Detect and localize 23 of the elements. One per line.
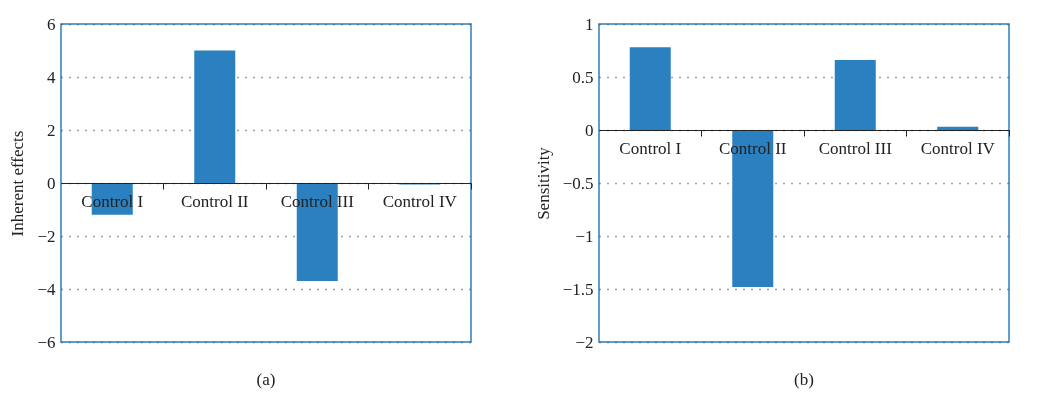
y-tick-label: 4 — [47, 67, 56, 87]
text: (b) — [794, 370, 814, 389]
y-tick-label: 0 — [47, 173, 56, 193]
y-tick-label: −1.5 — [562, 279, 594, 299]
y-tick-label: −6 — [37, 332, 56, 352]
y-axis-title: Sensitivity — [533, 146, 553, 220]
y-tick-label: 2 — [47, 120, 56, 140]
y-tick-label: 6 — [47, 14, 56, 34]
x-tick-label: Control I — [619, 138, 682, 158]
y-tick-label: 1 — [585, 14, 594, 34]
y-tick-label: −2 — [575, 332, 594, 352]
y-axis-title: Inherent effects — [8, 130, 28, 237]
y-tick-label: −4 — [37, 279, 56, 299]
y-tick-label: 0.5 — [572, 67, 594, 87]
x-tick-label: Control IV — [920, 138, 996, 158]
y-tick-label: 0 — [585, 120, 594, 140]
y-tick-label: −1 — [575, 226, 594, 246]
x-tick-label: Control III — [818, 138, 893, 158]
text: (a) — [256, 370, 276, 389]
y-tick-label: −0.5 — [562, 173, 594, 193]
x-tick-label: Control IV — [382, 191, 458, 211]
x-tick-label: Control II — [180, 191, 249, 211]
y-tick-label: −2 — [37, 226, 56, 246]
